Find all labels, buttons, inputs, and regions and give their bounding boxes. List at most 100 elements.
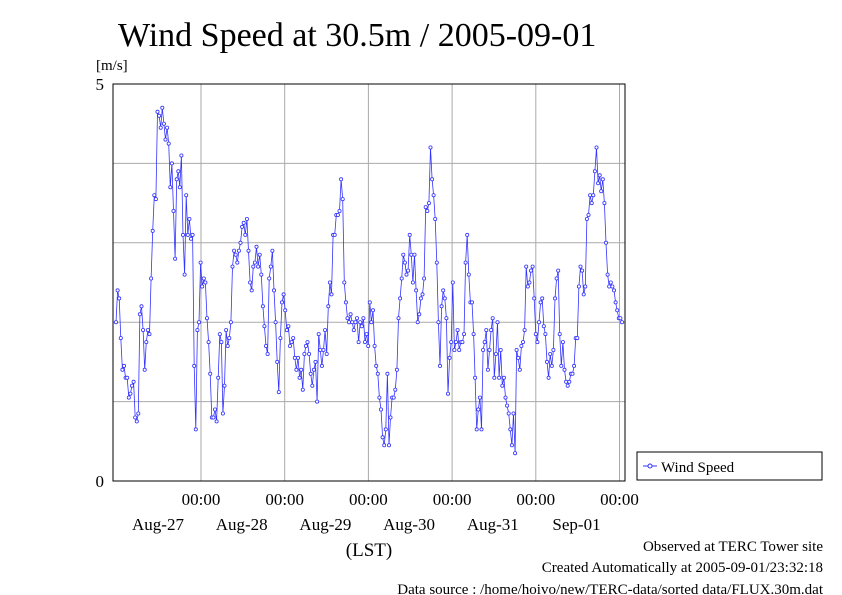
wind-speed-point <box>530 264 535 269</box>
wind-speed-point <box>262 324 267 329</box>
wind-speed-point <box>117 296 122 301</box>
wind-speed-point <box>329 292 334 297</box>
wind-speed-point <box>615 308 620 313</box>
wind-speed-point <box>267 276 272 281</box>
wind-speed-point <box>284 328 289 333</box>
wind-speed-point <box>236 248 241 253</box>
wind-speed-point <box>398 296 403 301</box>
wind-speed-point <box>592 169 597 174</box>
wind-speed-point <box>391 395 396 400</box>
wind-speed-point <box>188 236 193 241</box>
wind-speed-point <box>254 244 259 249</box>
wind-speed-point <box>182 272 187 277</box>
wind-speed-point <box>479 427 484 432</box>
legend-box <box>636 451 823 481</box>
wind-speed-point <box>354 316 359 321</box>
wind-speed-point <box>538 300 543 305</box>
wind-speed-point <box>342 280 347 285</box>
wind-speed-point <box>343 300 348 305</box>
wind-speed-point <box>514 347 519 352</box>
wind-speed-point <box>222 383 227 388</box>
wind-speed-point <box>233 252 238 257</box>
wind-speed-point <box>553 296 558 301</box>
wind-speed-point <box>346 320 351 325</box>
footer-created: Created Automatically at 2005-09-01/23:3… <box>542 560 823 576</box>
wind-speed-point <box>308 371 313 376</box>
wind-speed-point <box>310 383 315 388</box>
wind-speed-point <box>259 272 264 277</box>
wind-speed-point <box>198 260 203 265</box>
x-tick-time-label: 00:00 <box>182 490 221 509</box>
wind-speed-point <box>506 411 511 416</box>
wind-speed-point <box>367 300 372 305</box>
wind-speed-point <box>567 379 572 384</box>
wind-speed-point <box>366 343 371 348</box>
wind-speed-point <box>136 411 141 416</box>
wind-speed-point <box>596 181 601 186</box>
y-tick-label-max: 5 <box>96 75 105 94</box>
wind-speed-point <box>599 189 604 194</box>
wind-speed-point <box>185 232 190 237</box>
wind-speed-point <box>311 367 316 372</box>
wind-speed-point <box>137 312 142 317</box>
wind-speed-point <box>114 320 119 325</box>
wind-speed-point <box>150 228 155 233</box>
wind-speed-point <box>372 343 377 348</box>
wind-speed-point <box>224 328 229 333</box>
wind-speed-point <box>466 272 471 277</box>
wind-speed-point <box>516 355 521 360</box>
wind-speed-point <box>240 224 245 229</box>
x-tick-date-label: Aug-29 <box>299 515 351 534</box>
wind-speed-point <box>299 367 304 372</box>
wind-speed-point <box>418 296 423 301</box>
wind-speed-point <box>307 351 312 356</box>
wind-speed-point <box>485 367 490 372</box>
wind-speed-point <box>453 340 458 345</box>
wind-speed-line <box>115 107 623 454</box>
wind-speed-point <box>141 328 146 333</box>
wind-speed-point <box>444 316 449 321</box>
wind-speed-point <box>214 419 219 424</box>
wind-speed-point <box>580 268 585 273</box>
wind-speed-point <box>300 387 305 392</box>
wind-speed-point <box>278 336 283 341</box>
wind-speed-point <box>463 260 468 265</box>
wind-speed-point <box>610 284 615 289</box>
wind-speed-point <box>605 272 610 277</box>
wind-speed-point <box>263 343 268 348</box>
wind-speed-point <box>238 240 243 245</box>
wind-speed-point <box>607 284 612 289</box>
wind-speed-point <box>450 280 455 285</box>
wind-speed-point <box>576 284 581 289</box>
wind-speed-point <box>251 264 256 269</box>
wind-speed-point <box>174 177 179 182</box>
wind-speed-point <box>200 284 205 289</box>
wind-speed-point <box>513 451 518 456</box>
legend-label: Wind Speed <box>661 460 735 476</box>
x-tick-time-label: 00:00 <box>433 490 472 509</box>
wind-speed-point <box>133 415 138 420</box>
wind-speed-point <box>244 216 249 221</box>
wind-speed-point <box>420 292 425 297</box>
wind-speed-point <box>471 332 476 337</box>
wind-speed-point <box>581 292 586 297</box>
wind-speed-point <box>125 375 130 380</box>
wind-speed-point <box>134 419 139 424</box>
wind-speed-point <box>410 280 415 285</box>
wind-speed-point <box>305 340 310 345</box>
wind-speed-point <box>423 205 428 210</box>
wind-speed-point <box>386 443 391 448</box>
wind-speed-point <box>227 336 232 341</box>
wind-speed-point <box>339 177 344 182</box>
wind-speed-point <box>220 411 225 416</box>
chart-title: Wind Speed at 30.5m / 2005-09-01 <box>118 17 596 54</box>
wind-speed-point <box>560 340 565 345</box>
wind-speed-point <box>378 407 383 412</box>
wind-speed-point <box>118 336 123 341</box>
wind-speed-point <box>295 355 300 360</box>
wind-speed-point <box>554 276 559 281</box>
wind-speed-point <box>303 343 308 348</box>
wind-speed-point <box>442 296 447 301</box>
wind-speed-point <box>477 395 482 400</box>
wind-speed-point <box>291 336 296 341</box>
